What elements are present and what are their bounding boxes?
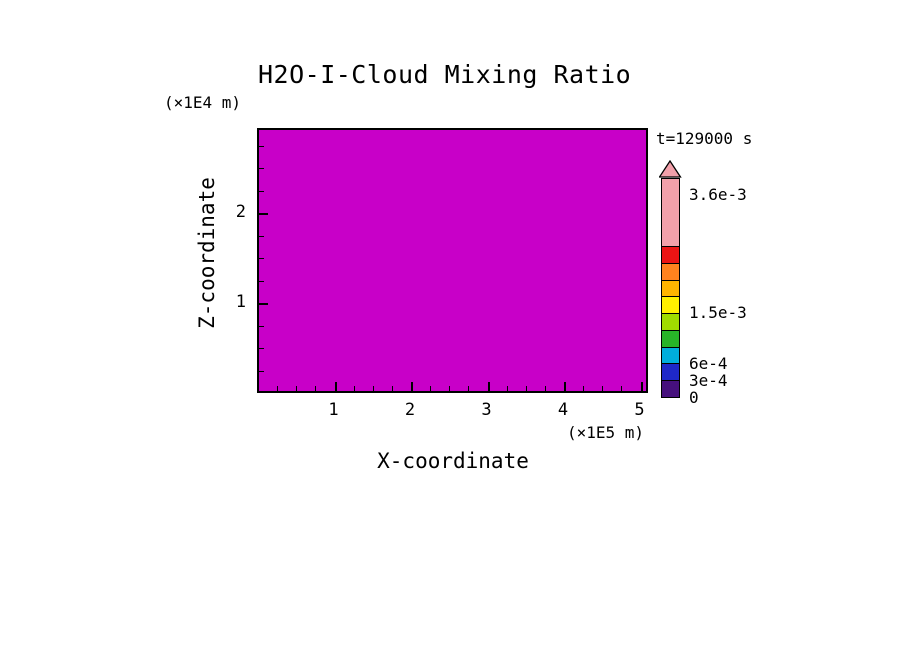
x-tick-label: 1 — [328, 400, 339, 420]
axis-tick — [259, 325, 264, 327]
colorbar-tick-label: 1.5e-3 — [689, 303, 747, 323]
axis-tick — [372, 386, 374, 391]
colorbar-tick-label: 3.6e-3 — [689, 184, 747, 204]
colorbar-segment — [662, 246, 679, 263]
x-axis-unit: (×1E5 m) — [567, 423, 645, 442]
axis-tick — [315, 386, 317, 391]
axis-tick — [259, 280, 264, 282]
axis-tick — [259, 258, 264, 259]
colorbar-segment — [662, 329, 679, 347]
y-axis-title: Z-coordinate — [195, 177, 219, 329]
axis-tick — [334, 382, 337, 391]
axis-tick — [449, 386, 451, 391]
colorbar-overflow-arrow-icon — [659, 160, 682, 178]
y-tick-label: 1 — [235, 292, 246, 312]
axis-tick — [602, 386, 604, 391]
axis-tick — [259, 370, 264, 372]
colorbar-tick-label: 3e-4 — [689, 371, 728, 391]
axis-tick — [259, 145, 264, 147]
axis-tick — [640, 382, 643, 391]
chart-title: H2O-I-Cloud Mixing Ratio — [258, 60, 632, 89]
axis-tick — [487, 382, 490, 391]
axis-tick — [430, 386, 432, 391]
colorbar-tick-label: 0 — [689, 388, 699, 407]
axis-tick — [259, 190, 264, 192]
colorbar-segment — [662, 363, 679, 381]
axis-tick — [259, 348, 264, 349]
axis-tick — [259, 235, 264, 237]
colorbar-segment — [662, 346, 679, 364]
axis-tick — [391, 386, 393, 391]
axis-tick — [259, 213, 268, 215]
x-tick-label: 4 — [557, 400, 569, 420]
colorbar-segment — [662, 262, 679, 280]
colorbar-segment — [662, 313, 679, 330]
plot-area — [257, 128, 648, 393]
colorbar-segment — [662, 179, 679, 247]
axis-tick — [353, 386, 355, 391]
colorbar-segment — [662, 296, 679, 314]
axis-tick — [259, 168, 264, 169]
time-annotation: t=129000 s — [656, 129, 753, 148]
axis-tick — [564, 382, 566, 391]
x-tick-label: 5 — [634, 400, 645, 420]
x-tick-label: 2 — [404, 400, 416, 420]
axis-tick — [621, 386, 623, 391]
x-axis-title: X-coordinate — [377, 449, 529, 473]
axis-tick — [468, 386, 470, 391]
axis-tick — [506, 386, 508, 391]
y-axis-unit: (×1E4 m) — [164, 93, 242, 112]
x-tick-label: 3 — [481, 400, 492, 420]
colorbar — [661, 178, 680, 398]
axis-tick — [525, 386, 527, 391]
colorbar-segment — [662, 279, 679, 297]
axis-tick — [259, 303, 268, 305]
colorbar-tick-label: 6e-4 — [689, 354, 728, 374]
colorbar-segment — [662, 380, 679, 397]
axis-tick — [544, 386, 546, 391]
axis-tick — [411, 382, 413, 391]
axis-tick — [296, 386, 298, 391]
axis-tick — [277, 386, 279, 391]
axis-tick — [583, 386, 585, 391]
y-tick-label: 2 — [235, 202, 246, 222]
